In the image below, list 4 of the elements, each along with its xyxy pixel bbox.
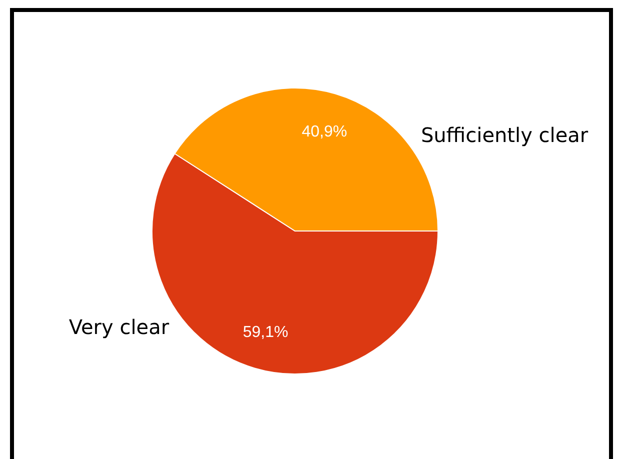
data-label: 40,9% <box>302 123 348 140</box>
slice-label: Sufficiently clear <box>420 122 589 147</box>
data-label: 59,1% <box>242 324 288 341</box>
slice-label: Very clear <box>68 315 170 340</box>
